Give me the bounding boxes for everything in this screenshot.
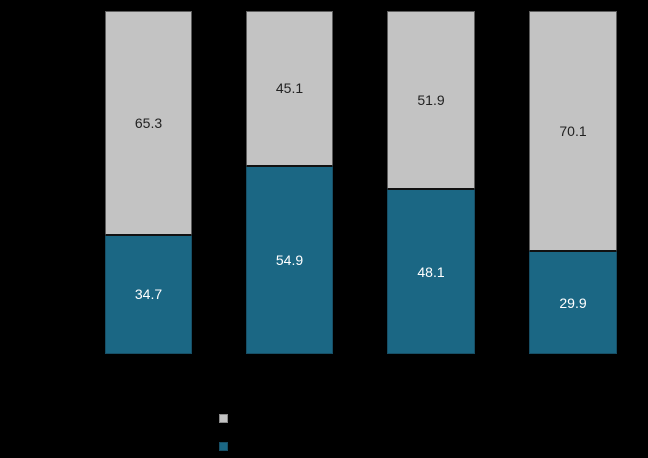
legend-swatch-icon — [219, 414, 228, 423]
bar-segment-bottom: 48.1 — [387, 189, 475, 354]
bar-segment-top: 65.3 — [105, 11, 192, 235]
bar-segment-top: 70.1 — [529, 11, 617, 252]
legend-item — [219, 414, 236, 423]
bar-2: 45.1 54.9 — [246, 11, 333, 354]
data-label: 34.7 — [134, 286, 163, 303]
data-label: 29.9 — [559, 294, 587, 311]
data-label: 70.1 — [559, 123, 587, 140]
bar-segment-bottom: 54.9 — [246, 165, 333, 354]
data-label: 54.9 — [275, 251, 304, 268]
data-label: 51.9 — [417, 92, 445, 108]
bar-segment-bottom: 34.7 — [105, 234, 192, 354]
bar-segment-bottom: 29.9 — [529, 251, 617, 354]
legend-item — [219, 442, 236, 451]
bar-3: 51.9 48.1 — [387, 11, 475, 354]
bar-segment-top: 51.9 — [387, 11, 475, 190]
legend-swatch-icon — [219, 442, 228, 451]
data-label: 48.1 — [417, 263, 445, 280]
bar-1: 65.3 34.7 — [105, 11, 192, 354]
data-label: 45.1 — [275, 80, 304, 97]
data-label: 65.3 — [134, 114, 163, 131]
bar-segment-top: 45.1 — [246, 11, 333, 166]
bar-4: 70.1 29.9 — [529, 11, 617, 354]
